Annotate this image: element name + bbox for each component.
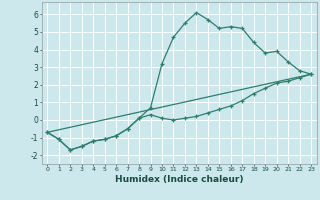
X-axis label: Humidex (Indice chaleur): Humidex (Indice chaleur)	[115, 175, 244, 184]
